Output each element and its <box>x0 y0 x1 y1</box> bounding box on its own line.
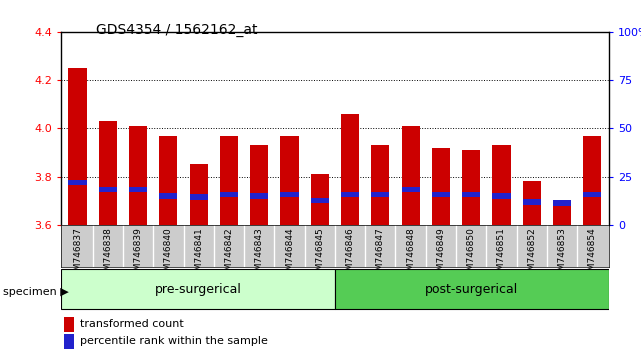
Bar <box>280 136 299 225</box>
Bar <box>250 193 269 199</box>
Bar <box>99 121 117 225</box>
Text: GSM746852: GSM746852 <box>528 227 537 282</box>
Text: GSM746850: GSM746850 <box>467 227 476 282</box>
Bar <box>129 126 147 225</box>
Text: GSM746844: GSM746844 <box>285 227 294 281</box>
Bar <box>69 180 87 185</box>
Text: percentile rank within the sample: percentile rank within the sample <box>80 336 268 346</box>
Bar <box>129 187 147 193</box>
Bar <box>492 193 510 199</box>
Text: specimen ▶: specimen ▶ <box>3 287 69 297</box>
Text: GSM746853: GSM746853 <box>558 227 567 282</box>
Text: pre-surgerical: pre-surgerical <box>154 283 242 296</box>
Bar <box>522 199 541 205</box>
Bar <box>280 192 299 197</box>
Text: GSM746842: GSM746842 <box>224 227 233 281</box>
Text: GSM746854: GSM746854 <box>588 227 597 282</box>
Text: GSM746846: GSM746846 <box>345 227 354 282</box>
Bar <box>220 136 238 225</box>
Bar <box>341 192 359 197</box>
Bar <box>432 148 450 225</box>
Bar <box>311 174 329 225</box>
Bar <box>335 269 609 309</box>
Bar <box>401 126 420 225</box>
Text: GSM746843: GSM746843 <box>254 227 263 282</box>
Text: transformed count: transformed count <box>80 319 184 329</box>
Bar <box>371 145 390 225</box>
Bar <box>553 200 571 206</box>
Bar <box>190 165 208 225</box>
Bar <box>220 192 238 197</box>
Text: GSM746845: GSM746845 <box>315 227 324 282</box>
Text: GSM746840: GSM746840 <box>164 227 173 282</box>
Text: GSM746851: GSM746851 <box>497 227 506 282</box>
Bar <box>99 187 117 193</box>
Text: GSM746847: GSM746847 <box>376 227 385 282</box>
Bar <box>160 136 178 225</box>
Bar <box>341 114 359 225</box>
Text: GSM746848: GSM746848 <box>406 227 415 282</box>
Bar <box>311 198 329 203</box>
Bar <box>63 317 74 332</box>
Bar <box>462 150 480 225</box>
Bar <box>371 192 390 197</box>
Bar <box>250 145 269 225</box>
Bar <box>432 192 450 197</box>
Text: GSM746838: GSM746838 <box>103 227 112 282</box>
Bar <box>61 269 335 309</box>
Bar <box>190 194 208 200</box>
Bar <box>522 181 541 225</box>
Bar <box>160 193 178 199</box>
Text: post-surgerical: post-surgerical <box>426 283 519 296</box>
Bar <box>69 68 87 225</box>
Text: GDS4354 / 1562162_at: GDS4354 / 1562162_at <box>96 23 258 37</box>
Bar <box>492 145 510 225</box>
Bar <box>63 334 74 349</box>
Bar <box>583 136 601 225</box>
Bar <box>583 192 601 197</box>
Bar <box>401 187 420 193</box>
Bar <box>553 201 571 225</box>
Bar <box>462 192 480 197</box>
Text: GSM746837: GSM746837 <box>73 227 82 282</box>
Text: GSM746841: GSM746841 <box>194 227 203 282</box>
Text: GSM746849: GSM746849 <box>437 227 445 282</box>
Text: GSM746839: GSM746839 <box>133 227 142 282</box>
